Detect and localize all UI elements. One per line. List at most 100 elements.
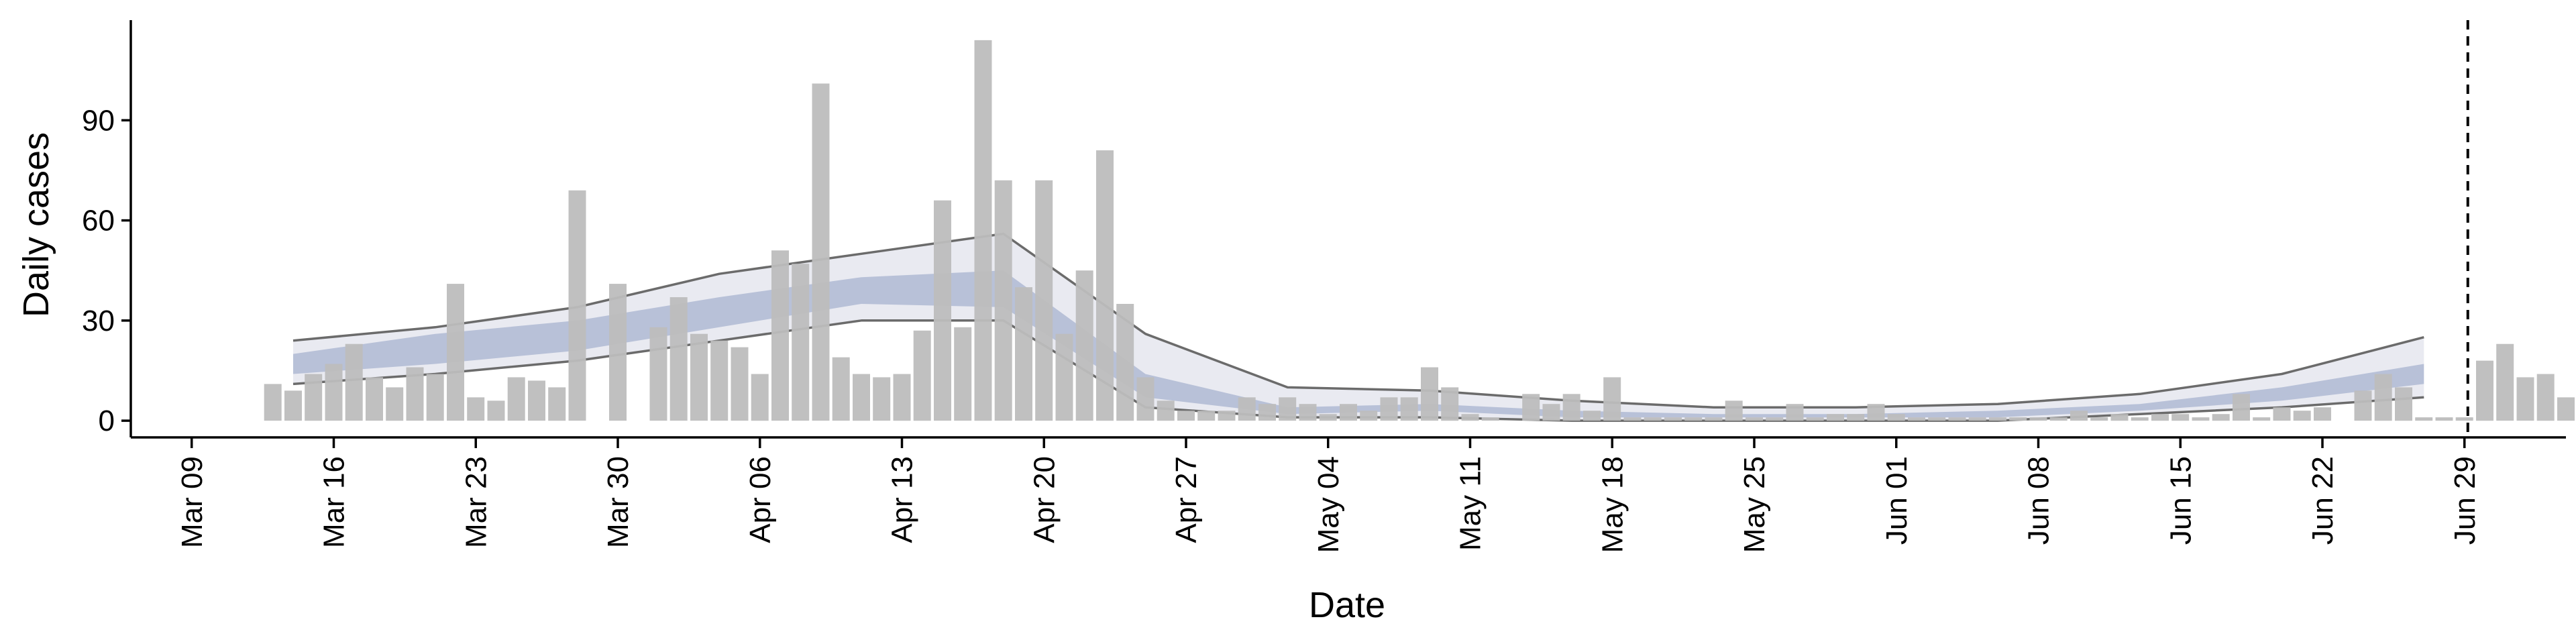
daily-case-bar (447, 284, 464, 421)
daily-case-bar (751, 374, 769, 421)
daily-case-bar (1360, 411, 1378, 421)
daily-case-bar (426, 374, 444, 421)
daily-case-bar (2496, 343, 2514, 421)
daily-case-bar (2435, 417, 2453, 421)
daily-case-bar (487, 400, 505, 421)
y-tick-label: 90 (82, 104, 115, 137)
daily-case-bar (2395, 387, 2412, 421)
daily-case-bar (1096, 150, 1114, 421)
daily-case-bar (406, 367, 424, 421)
daily-case-bar (2557, 397, 2575, 421)
x-tick-label: Jun 08 (2023, 456, 2055, 545)
daily-case-bar (710, 340, 729, 421)
daily-case-bar (2516, 377, 2534, 421)
daily-case-bar (2192, 417, 2210, 421)
x-tick-label: Apr 06 (744, 456, 777, 543)
daily-case-bar (1623, 417, 1642, 421)
daily-case-bar (1055, 333, 1073, 421)
x-tick-label: Apr 20 (1028, 456, 1061, 543)
x-tick-label: Jun 22 (2306, 456, 2339, 545)
daily-case-bar (1075, 270, 1093, 421)
daily-case-bar (284, 390, 302, 421)
daily-case-bar (1279, 397, 1297, 421)
daily-case-bar (1319, 414, 1337, 421)
daily-case-bar (832, 357, 850, 421)
daily-case-bar (731, 347, 749, 421)
daily-case-bar (994, 180, 1012, 421)
daily-case-bar (690, 333, 708, 421)
daily-case-bar (1847, 414, 1865, 421)
x-tick-label: May 04 (1312, 456, 1345, 553)
daily-case-bar (366, 377, 383, 421)
daily-case-bar (1746, 417, 1763, 421)
daily-case-bar (1157, 400, 1175, 421)
daily-case-bar (1908, 417, 1925, 421)
outer-band-upper-line (292, 232, 2424, 409)
y-tick-label: 30 (82, 305, 115, 337)
outer-band-lower-line (292, 319, 2424, 422)
daily-case-bar (1583, 411, 1601, 421)
daily-case-bar (2090, 417, 2108, 421)
daily-case-bar (2253, 417, 2271, 421)
daily-case-bar (1725, 400, 1743, 421)
daily-case-bar (345, 343, 363, 421)
daily-case-bar (2049, 417, 2068, 421)
daily-case-bar (1481, 417, 1499, 421)
x-tick-label: May 18 (1596, 456, 1629, 553)
x-tick-label: Jun 29 (2449, 456, 2481, 545)
daily-case-bar (2151, 414, 2169, 421)
daily-case-bar (609, 284, 627, 421)
daily-case-bar (954, 327, 972, 421)
daily-case-bar (1948, 417, 1966, 421)
daily-case-bar (1968, 417, 1986, 421)
daily-case-bar (2233, 394, 2250, 421)
daily-case-bar (1035, 180, 1053, 421)
daily-case-bar (2131, 417, 2149, 421)
x-tick-label: Jun 01 (1880, 456, 1913, 545)
y-tick-label: 60 (82, 205, 115, 237)
daily-case-bar (893, 374, 911, 421)
daily-case-bar (1867, 404, 1885, 421)
x-tick-label: May 25 (1738, 456, 1771, 553)
daily-case-bar (2009, 417, 2027, 421)
x-tick-label: Mar 16 (318, 456, 351, 548)
daily-case-bar (2374, 374, 2392, 421)
daily-case-bar (853, 374, 870, 421)
y-tick-label: 0 (99, 405, 115, 437)
daily-case-bar (2110, 414, 2129, 421)
daily-case-bar (2476, 360, 2493, 421)
daily-case-bar (1806, 417, 1824, 421)
daily-case-bar (934, 200, 951, 421)
daily-case-bar (1197, 411, 1216, 421)
daily-case-bar (2314, 407, 2331, 421)
daily-case-bar (1299, 404, 1317, 421)
daily-case-bar (528, 380, 545, 421)
daily-case-bar (2415, 417, 2433, 421)
daily-case-bar (1258, 404, 1276, 421)
x-tick-label: Jun 15 (2164, 456, 2197, 545)
daily-case-bars (264, 40, 2575, 421)
x-tick-label: May 11 (1454, 456, 1487, 551)
daily-case-bar (1015, 287, 1032, 421)
daily-case-bar (1887, 414, 1905, 421)
daily-case-bar (1766, 417, 1784, 421)
daily-case-bar (1400, 397, 1418, 421)
daily-case-bar (2212, 414, 2230, 421)
x-tick-label: Apr 27 (1170, 456, 1203, 543)
daily-case-bar (264, 384, 282, 421)
daily-case-bar (1461, 414, 1479, 421)
daily-case-bar (1238, 397, 1256, 421)
daily-case-bar (1441, 387, 1459, 421)
daily-case-bar (873, 377, 891, 421)
daily-case-bar (649, 327, 667, 421)
daily-case-bar (305, 374, 323, 421)
daily-case-bar (325, 364, 343, 421)
daily-case-bar (1928, 417, 1946, 421)
daily-case-bar (771, 250, 789, 421)
x-tick-label: Mar 30 (602, 456, 635, 548)
daily-case-bar (1989, 417, 2006, 421)
x-tick-label: Mar 23 (460, 456, 492, 548)
daily-case-bar (1684, 417, 1703, 421)
x-axis-title: Date (1309, 585, 1385, 625)
